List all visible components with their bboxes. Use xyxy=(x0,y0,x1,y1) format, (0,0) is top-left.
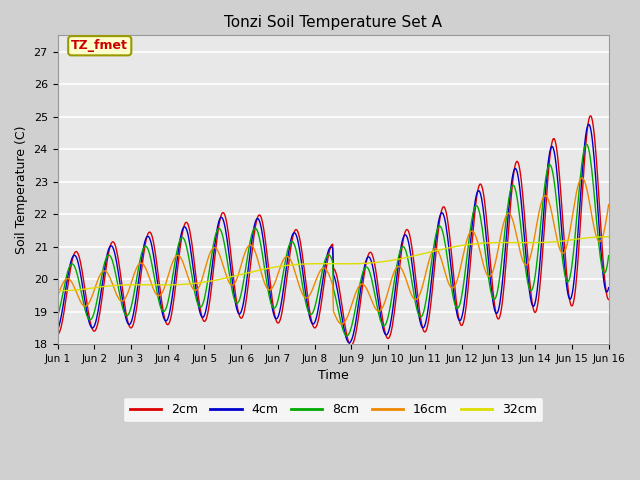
8cm xyxy=(417,314,425,320)
2cm xyxy=(177,245,184,251)
16cm xyxy=(401,273,408,278)
8cm xyxy=(205,267,213,273)
32cm xyxy=(416,252,424,257)
16cm xyxy=(605,202,612,207)
8cm xyxy=(120,310,128,315)
4cm xyxy=(120,308,128,313)
16cm xyxy=(205,252,213,258)
2cm xyxy=(63,286,71,291)
2cm xyxy=(605,297,612,302)
Line: 2cm: 2cm xyxy=(58,116,609,345)
32cm xyxy=(120,282,128,288)
Y-axis label: Soil Temperature (C): Soil Temperature (C) xyxy=(15,126,28,254)
2cm xyxy=(586,113,594,119)
Title: Tonzi Soil Temperature Set A: Tonzi Soil Temperature Set A xyxy=(224,15,442,30)
2cm xyxy=(205,301,213,307)
32cm xyxy=(63,288,71,293)
16cm xyxy=(54,294,61,300)
4cm xyxy=(54,327,61,333)
4cm xyxy=(401,232,408,238)
4cm xyxy=(417,321,425,327)
Line: 8cm: 8cm xyxy=(58,144,609,336)
8cm xyxy=(582,141,590,147)
16cm xyxy=(417,288,425,294)
8cm xyxy=(605,253,612,259)
2cm xyxy=(120,299,128,304)
16cm xyxy=(578,175,586,181)
8cm xyxy=(401,245,408,251)
X-axis label: Time: Time xyxy=(317,370,348,383)
8cm xyxy=(177,237,184,242)
32cm xyxy=(177,282,184,288)
4cm xyxy=(63,276,71,281)
Text: TZ_fmet: TZ_fmet xyxy=(71,39,128,52)
32cm xyxy=(205,278,213,284)
16cm xyxy=(120,297,128,302)
Line: 32cm: 32cm xyxy=(58,237,609,291)
16cm xyxy=(177,254,184,260)
2cm xyxy=(54,332,61,337)
4cm xyxy=(585,121,593,127)
32cm xyxy=(54,288,61,294)
8cm xyxy=(54,314,61,320)
4cm xyxy=(205,287,213,292)
2cm xyxy=(401,230,408,236)
Legend: 2cm, 4cm, 8cm, 16cm, 32cm: 2cm, 4cm, 8cm, 16cm, 32cm xyxy=(124,397,543,422)
8cm xyxy=(63,270,71,276)
4cm xyxy=(177,236,184,242)
Line: 4cm: 4cm xyxy=(58,124,609,343)
16cm xyxy=(63,276,71,281)
32cm xyxy=(400,255,408,261)
4cm xyxy=(346,340,353,346)
32cm xyxy=(605,234,612,240)
2cm xyxy=(348,342,355,348)
4cm xyxy=(605,285,612,290)
8cm xyxy=(342,333,350,339)
16cm xyxy=(338,321,346,327)
2cm xyxy=(417,317,425,323)
Line: 16cm: 16cm xyxy=(58,178,609,324)
